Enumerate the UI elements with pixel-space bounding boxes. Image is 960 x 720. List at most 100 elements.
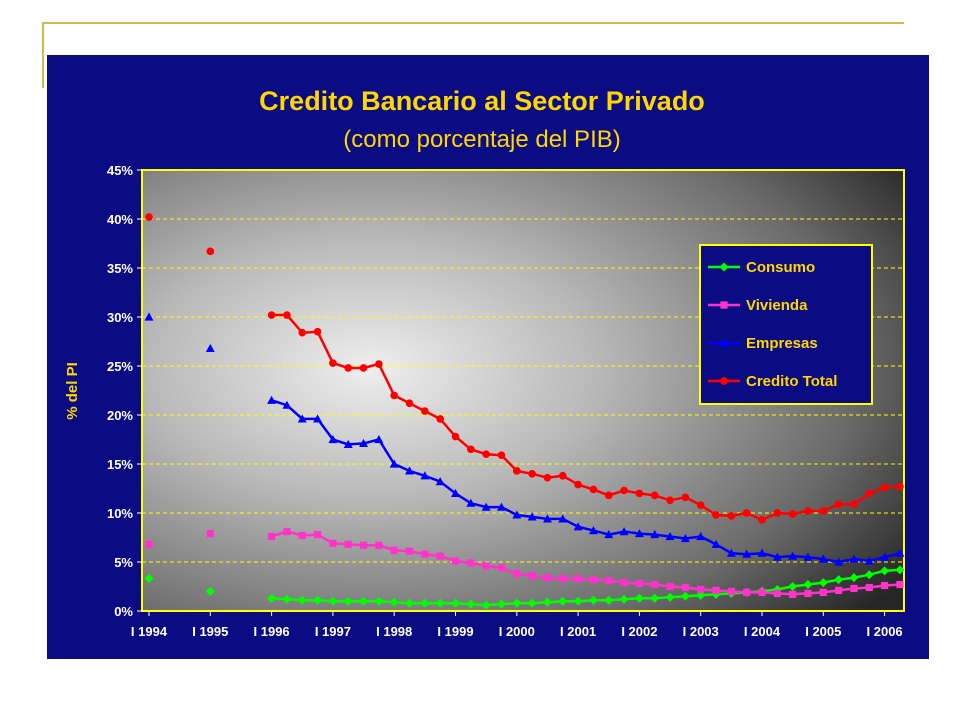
data-point xyxy=(574,575,582,583)
data-point xyxy=(650,491,659,500)
data-point xyxy=(666,496,674,505)
data-point xyxy=(206,247,215,256)
data-point xyxy=(343,596,353,606)
top-decorative-line xyxy=(42,22,904,24)
data-point xyxy=(697,585,705,594)
data-point xyxy=(482,450,490,459)
data-point xyxy=(880,566,890,576)
data-point xyxy=(206,529,214,538)
data-point xyxy=(619,527,629,536)
data-point xyxy=(390,546,398,554)
data-point xyxy=(619,594,629,604)
data-point xyxy=(267,593,277,603)
data-point xyxy=(788,510,797,518)
legend-item-vivienda: Vivienda xyxy=(708,297,808,314)
data-point xyxy=(712,511,720,519)
x-tick-label: I 2001 xyxy=(560,624,596,639)
data-point xyxy=(880,552,890,561)
data-point xyxy=(803,580,813,590)
y-axis-ticks: 0% 5% 10% 15% 20% 25% 30% 35% 40% 45% xyxy=(107,163,142,619)
legend-items: Consumo Vivienda Empresas Credito Total xyxy=(708,259,837,390)
data-point xyxy=(588,595,598,605)
series-consumo xyxy=(144,565,905,610)
data-point xyxy=(313,530,322,539)
data-point xyxy=(719,262,729,272)
y-tick-label: 0% xyxy=(114,604,133,619)
data-point xyxy=(666,582,674,591)
data-point xyxy=(849,554,859,563)
x-tick-label: I 2004 xyxy=(744,624,781,639)
x-tick-label: I 1995 xyxy=(192,624,228,639)
data-point xyxy=(865,583,873,592)
data-point xyxy=(405,466,415,475)
data-point xyxy=(513,570,521,578)
data-point xyxy=(574,480,582,489)
data-point xyxy=(497,451,506,460)
data-point xyxy=(482,562,490,570)
data-point xyxy=(298,531,306,540)
data-point xyxy=(650,530,660,539)
data-point xyxy=(680,533,690,543)
y-tick-label: 15% xyxy=(107,457,133,472)
data-point xyxy=(696,501,705,509)
data-point xyxy=(481,502,491,511)
data-point xyxy=(496,599,506,609)
data-point xyxy=(283,311,291,319)
y-tick-label: 40% xyxy=(107,212,133,227)
data-point xyxy=(726,548,736,557)
legend-item-credito-total: Credito Total xyxy=(708,373,837,390)
legend-box xyxy=(699,244,873,405)
y-tick-label: 20% xyxy=(107,408,133,423)
data-point xyxy=(757,548,767,557)
data-point xyxy=(835,586,843,595)
data-point xyxy=(344,364,353,372)
legend-label: Consumo xyxy=(746,259,815,276)
data-point xyxy=(818,554,828,563)
y-tick-label: 35% xyxy=(107,261,133,276)
y-tick-label: 30% xyxy=(107,310,133,325)
series-vivienda xyxy=(145,528,904,598)
data-point xyxy=(605,577,613,585)
legend-label: Vivienda xyxy=(746,297,808,314)
data-point xyxy=(712,586,720,595)
x-tick-label: I 2005 xyxy=(805,624,841,639)
y-tick-label: 10% xyxy=(107,506,133,521)
data-point xyxy=(896,580,904,589)
data-point xyxy=(144,574,154,584)
y-tick-label: 45% xyxy=(107,163,133,178)
y-tick-label: 25% xyxy=(107,359,133,374)
chart-title: Credito Bancario al Sector Privado xyxy=(259,86,705,116)
data-point xyxy=(680,591,690,601)
x-tick-label: I 1996 xyxy=(254,624,290,639)
data-point xyxy=(313,595,323,605)
data-point xyxy=(481,600,491,610)
data-point xyxy=(743,588,751,596)
data-point xyxy=(558,471,567,480)
data-point xyxy=(267,395,277,404)
data-point xyxy=(635,579,643,588)
data-point xyxy=(634,529,644,538)
data-point xyxy=(343,439,353,448)
data-point xyxy=(375,360,383,368)
data-point xyxy=(313,414,323,423)
data-point xyxy=(329,359,337,367)
data-point xyxy=(420,598,430,608)
data-point xyxy=(719,338,729,347)
data-point xyxy=(634,593,644,603)
data-point xyxy=(819,588,827,596)
data-point xyxy=(421,407,429,415)
data-point xyxy=(758,516,766,524)
data-point xyxy=(328,596,338,606)
data-point xyxy=(573,596,583,606)
data-point xyxy=(880,483,889,492)
data-point xyxy=(466,498,476,507)
data-point xyxy=(620,578,628,587)
series-credito-total xyxy=(145,213,904,524)
data-point xyxy=(772,552,782,561)
data-point xyxy=(895,548,905,557)
data-point xyxy=(604,595,614,605)
data-point xyxy=(881,581,889,590)
data-point xyxy=(789,590,797,598)
data-point xyxy=(651,580,659,589)
data-point xyxy=(804,589,812,597)
